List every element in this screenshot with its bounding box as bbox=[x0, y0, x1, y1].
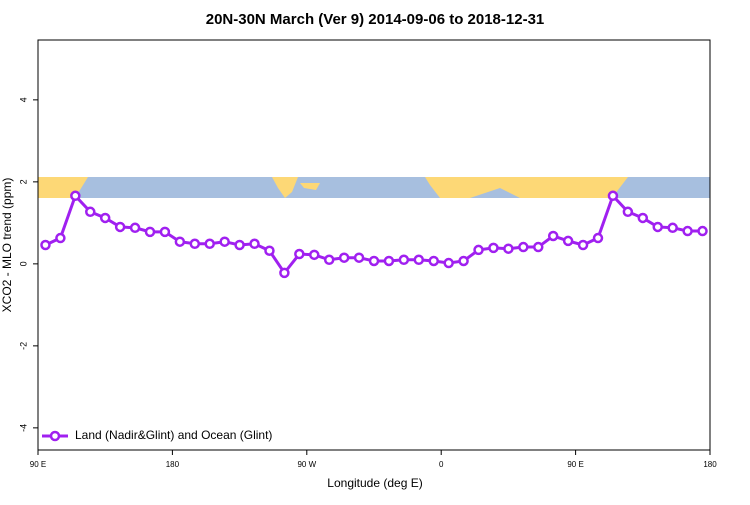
y-tick-label: 0 bbox=[18, 261, 28, 266]
data-point bbox=[443, 257, 454, 269]
x-tick-label: 180 bbox=[166, 460, 180, 469]
data-point bbox=[652, 221, 663, 233]
data-point bbox=[144, 226, 156, 238]
legend-marker bbox=[49, 430, 61, 442]
data-point bbox=[279, 267, 290, 279]
data-point bbox=[99, 212, 111, 224]
data-point bbox=[309, 249, 320, 261]
data-point bbox=[189, 238, 201, 250]
data-point bbox=[547, 230, 559, 242]
x-tick-label: 180 bbox=[703, 460, 717, 469]
data-point bbox=[637, 212, 649, 224]
data-point bbox=[622, 206, 634, 218]
data-point bbox=[204, 238, 215, 250]
y-tick-label: -2 bbox=[18, 342, 28, 350]
data-point bbox=[458, 255, 469, 267]
data-point bbox=[667, 222, 678, 234]
x-tick-label: 90 E bbox=[567, 460, 583, 469]
data-point bbox=[114, 221, 126, 233]
x-tick-label: 0 bbox=[439, 460, 444, 469]
data-point bbox=[55, 232, 66, 244]
data-point bbox=[473, 244, 484, 256]
data-point bbox=[533, 241, 544, 253]
y-tick-label: -4 bbox=[18, 424, 28, 432]
y-tick-label: 2 bbox=[18, 179, 28, 184]
data-point bbox=[159, 226, 171, 238]
chart-title: 20N-30N March (Ver 9) 2014-09-06 to 2018… bbox=[206, 11, 545, 28]
x-tick-label: 90 W bbox=[297, 460, 316, 469]
plot-frame bbox=[37, 39, 711, 451]
data-point bbox=[697, 225, 708, 237]
data-point bbox=[40, 239, 51, 251]
data-point bbox=[129, 222, 141, 234]
map-strip bbox=[38, 177, 710, 198]
data-point bbox=[249, 238, 260, 250]
data-point bbox=[368, 255, 380, 267]
data-point bbox=[413, 254, 425, 266]
data-point bbox=[592, 232, 604, 244]
x-axis-label: Longitude (deg E) bbox=[327, 476, 422, 490]
data-point bbox=[264, 245, 275, 256]
data-point bbox=[577, 239, 589, 251]
x-tick-label: 90 E bbox=[30, 460, 46, 469]
legend-label: Land (Nadir&Glint) and Ocean (Glint) bbox=[75, 428, 272, 442]
data-point bbox=[488, 242, 499, 254]
data-point bbox=[607, 190, 619, 202]
data-point bbox=[338, 252, 350, 263]
data-point bbox=[682, 225, 693, 237]
y-axis-label: XCO2 - MLO trend (ppm) bbox=[0, 178, 14, 313]
data-point bbox=[85, 206, 96, 218]
data-point bbox=[174, 236, 186, 247]
data-point bbox=[503, 243, 514, 254]
data-point bbox=[219, 236, 230, 247]
data-point bbox=[353, 252, 365, 263]
y-tick-label: 4 bbox=[18, 97, 28, 102]
data-point bbox=[562, 235, 574, 247]
data-point bbox=[428, 255, 439, 267]
data-point bbox=[323, 254, 335, 266]
data-point bbox=[294, 248, 305, 260]
data-point bbox=[70, 190, 81, 202]
data-point bbox=[518, 241, 529, 253]
data-point bbox=[234, 239, 245, 251]
data-point bbox=[383, 255, 395, 267]
data-point bbox=[398, 254, 410, 266]
